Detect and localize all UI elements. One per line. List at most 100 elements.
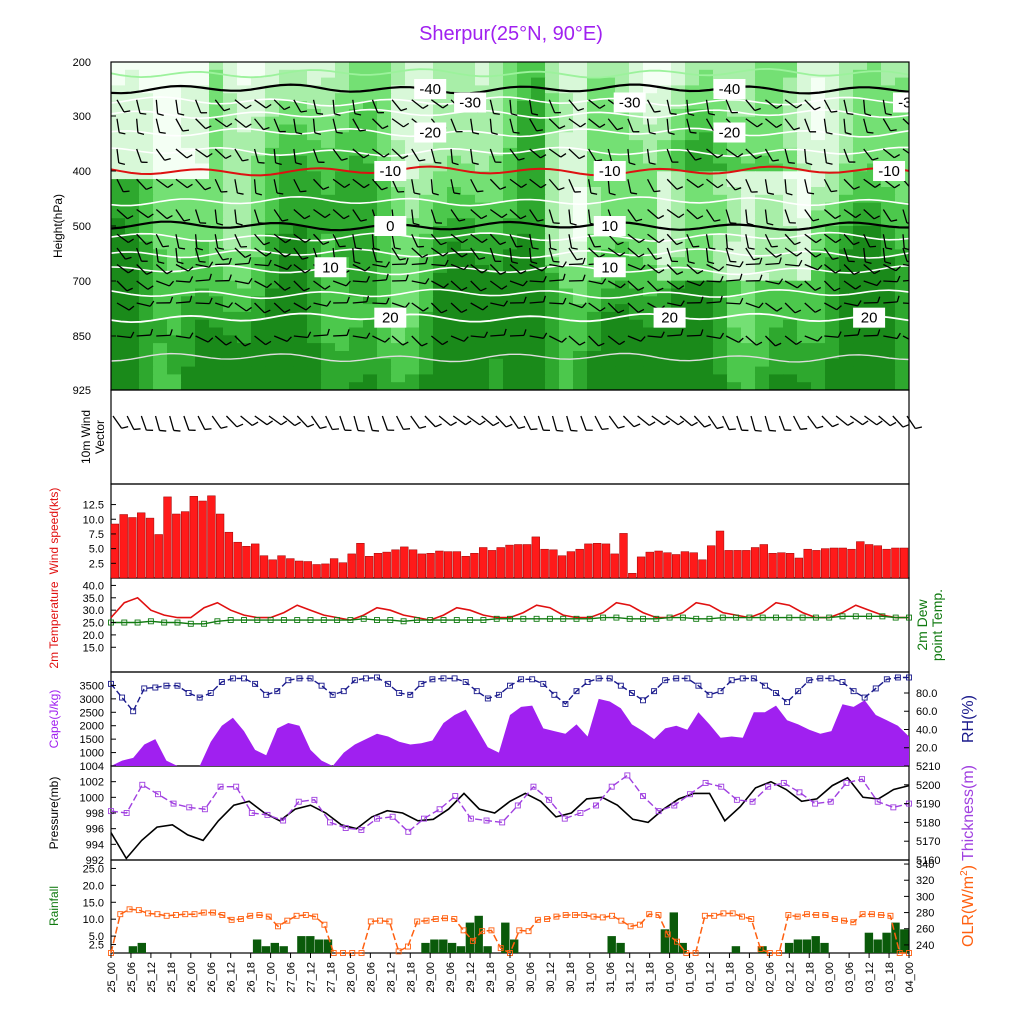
fill-cell <box>839 179 854 188</box>
fill-cell <box>853 116 868 126</box>
rh-tick-label: 40.0 <box>916 724 937 736</box>
upper-wind-barb-feather <box>553 260 560 263</box>
upper-wind-barb <box>391 335 409 346</box>
fill-cell <box>349 296 364 305</box>
upper-wind-barb-shaft <box>411 280 426 285</box>
fill-cell <box>419 265 434 274</box>
upper-wind-barb-feather <box>472 131 480 135</box>
fill-cell <box>839 101 854 110</box>
upper-wind-barb <box>686 233 700 248</box>
thickness-marker <box>796 789 803 796</box>
upper-wind-barb <box>293 280 310 292</box>
fill-cell <box>223 296 238 305</box>
upper-wind-barb <box>726 261 744 268</box>
upper-wind-barb-shaft <box>863 233 871 248</box>
time-tick-label: 04_00 <box>904 962 916 993</box>
fill-cell <box>769 327 784 336</box>
fill-cell <box>699 311 714 321</box>
fill-cell <box>237 319 252 329</box>
fill-cell <box>629 366 644 375</box>
upper-wind-barb-shaft <box>489 148 496 163</box>
fill-cell <box>895 335 909 344</box>
fill-cell <box>447 319 462 329</box>
olr-marker <box>599 914 606 921</box>
fill-cell <box>391 155 406 165</box>
upper-wind-barb <box>371 178 388 191</box>
fill-cell <box>699 155 714 165</box>
fill-cell <box>419 296 434 305</box>
upper-wind-barb-feather <box>189 332 194 339</box>
upper-wind-barb-feather <box>500 271 507 275</box>
time-tick-label: 31_06 <box>605 962 617 993</box>
upper-wind-barb-feather <box>688 261 695 265</box>
upper-wind-barb <box>666 148 679 163</box>
upper-wind-barb-feather <box>609 192 616 196</box>
rh-tick-label: 80.0 <box>916 688 937 700</box>
upper-wind-barb-feather <box>578 155 586 160</box>
fill-cell <box>741 179 756 188</box>
fill-cell <box>531 280 546 290</box>
upper-wind-barb-feather <box>560 153 567 158</box>
upper-wind-barb-shaft <box>293 118 297 133</box>
fill-cell <box>573 288 588 297</box>
surface-wind-barb-feather <box>518 426 526 430</box>
upper-wind-barb <box>823 209 841 220</box>
upper-wind-barb <box>843 233 860 246</box>
surface-wind-barb <box>424 415 442 428</box>
fill-cell <box>531 351 546 360</box>
upper-wind-barb <box>293 247 309 260</box>
upper-wind-barb <box>254 247 272 257</box>
fill-cell <box>111 272 126 282</box>
time-tick-label: 02_18 <box>804 962 816 993</box>
fill-cell <box>853 69 868 79</box>
fill-cell <box>181 382 196 390</box>
upper-wind-barb-feather <box>359 129 366 132</box>
fill-cell <box>517 124 532 133</box>
wind-speed-bar <box>829 547 839 579</box>
fill-cell <box>755 327 770 336</box>
fill-cell <box>545 147 560 157</box>
upper-wind-barb-shaft <box>529 234 534 249</box>
fill-cell <box>265 241 280 250</box>
fill-cell <box>111 233 126 243</box>
fill-cell <box>769 280 784 290</box>
fill-cell <box>125 382 140 390</box>
upper-wind-barb <box>509 99 518 117</box>
surface-wind-barb-shaft <box>339 415 346 431</box>
surface-wind-barb-shaft <box>707 415 718 429</box>
fill-cell <box>811 163 826 172</box>
fill-cell <box>377 202 392 211</box>
fill-cell <box>195 327 210 336</box>
fill-cell <box>321 382 336 390</box>
fill-cell <box>699 77 714 86</box>
fill-cell <box>447 311 462 321</box>
upper-wind-barb-shaft <box>489 208 503 219</box>
fill-cell <box>713 241 728 250</box>
fill-cell <box>825 296 840 305</box>
surface-wind-barb-shaft <box>537 415 544 431</box>
fill-cell <box>545 187 560 196</box>
upper-wind-barb-feather <box>795 340 802 346</box>
olr-marker <box>609 912 616 919</box>
upper-wind-barb-shaft <box>686 118 691 133</box>
fill-cell <box>237 116 252 126</box>
fill-cell <box>755 226 770 235</box>
fill-cell <box>895 147 909 157</box>
upper-wind-barb-feather <box>912 188 918 190</box>
upper-wind-barb-shaft <box>686 264 698 275</box>
upper-wind-barb <box>312 148 325 163</box>
upper-wind-barb-shaft <box>372 335 386 343</box>
fill-cell <box>755 77 770 86</box>
fill-cell <box>573 319 588 329</box>
fill-cell <box>517 93 532 102</box>
upper-wind-barb-feather <box>304 215 311 220</box>
upper-wind-barb <box>843 264 860 275</box>
upper-wind-barb <box>155 233 170 248</box>
fill-cell <box>853 202 868 211</box>
upper-wind-barb <box>706 148 724 159</box>
upper-wind-barb-shaft <box>116 335 131 339</box>
upper-wind-barb-feather <box>146 271 153 275</box>
fill-cell <box>335 179 350 188</box>
dewpoint-marker <box>586 615 593 622</box>
isotherm-line <box>111 96 909 107</box>
